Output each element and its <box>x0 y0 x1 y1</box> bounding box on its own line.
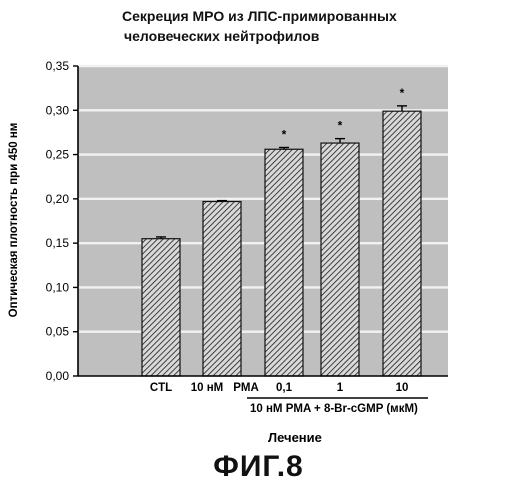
figure-label: ФИГ.8 <box>0 450 517 484</box>
x-category-label: 10 <box>396 382 409 394</box>
y-tick-label: 0,00 <box>46 369 70 383</box>
x-category-label: 0,1 <box>276 382 293 394</box>
bar <box>265 149 303 376</box>
significance-marker: * <box>282 127 287 141</box>
y-tick-label: 0,20 <box>46 192 70 206</box>
y-tick-label: 0,05 <box>46 325 70 339</box>
bar <box>383 111 421 376</box>
x-category-label: PMA <box>233 382 259 394</box>
x-category-labels: CTL 10 нМ PMA 0,1 1 10 <box>150 382 409 394</box>
x-category-label: 10 нМ <box>191 382 224 394</box>
y-tick-label: 0,15 <box>46 236 70 250</box>
y-tick-label: 0,25 <box>46 148 70 162</box>
y-tick-labels: 0,00 0,05 0,10 0,15 0,20 0,25 0,30 0,35 <box>46 59 70 383</box>
y-tick-label: 0,35 <box>46 59 70 73</box>
y-axis-label: Оптическая плотность при 450 нм <box>8 123 20 318</box>
group-label: 10 нМ PMA + 8-Br-cGMP (мкМ) <box>250 403 418 415</box>
bar <box>142 239 180 376</box>
y-tick-label: 0,30 <box>46 103 70 117</box>
x-category-label: 1 <box>337 382 344 394</box>
bar-chart: * * * 0,00 0,05 0,10 0,15 0,20 0,25 0,30 0,35 CTL… <box>0 0 517 450</box>
significance-marker: * <box>400 86 405 100</box>
y-tick-label: 0,10 <box>46 280 70 294</box>
significance-marker: * <box>338 119 343 133</box>
x-category-label: CTL <box>150 382 172 394</box>
bar <box>203 202 241 376</box>
x-axis-label: Лечение <box>268 430 322 445</box>
bar <box>321 143 359 376</box>
